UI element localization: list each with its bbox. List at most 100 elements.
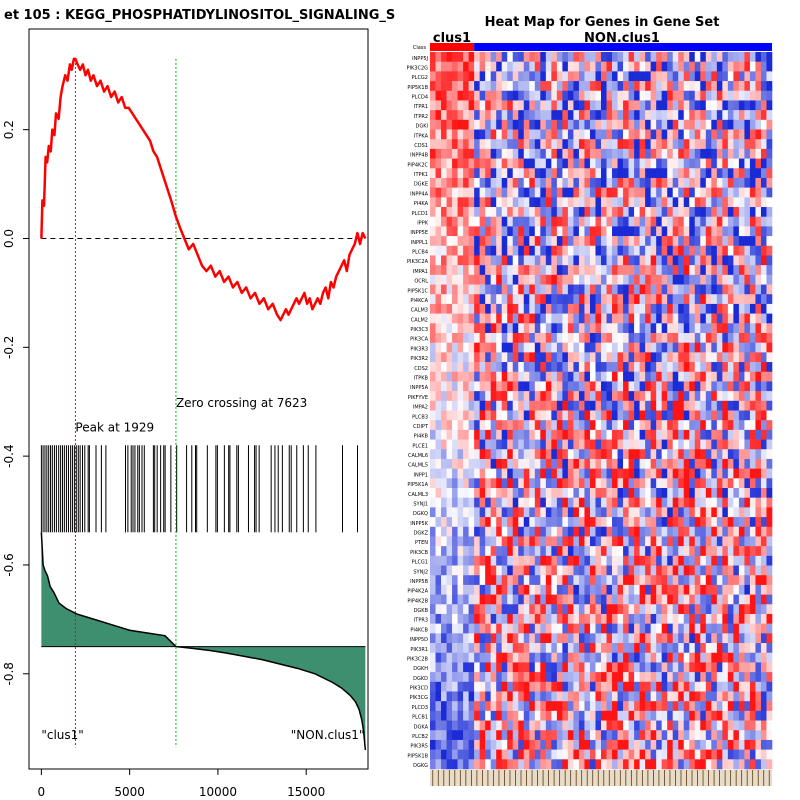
heat-cell: [457, 613, 464, 624]
heat-cell: [711, 497, 718, 508]
heat-cell: [540, 245, 547, 256]
heat-cell: [435, 623, 442, 634]
heat-cell: [601, 342, 607, 353]
heat-cell: [645, 90, 651, 101]
heat-cell: [612, 81, 618, 92]
heat-cell: [639, 633, 646, 644]
heat-cell: [573, 701, 580, 712]
heat-cell: [496, 61, 503, 72]
heat-cell: [496, 381, 503, 392]
heat-cell: [573, 555, 580, 566]
heat-cell: [623, 352, 629, 363]
heat-cell: [689, 555, 696, 566]
heat-cell: [507, 52, 514, 62]
heat-cell: [485, 294, 491, 305]
heat-cell: [490, 274, 497, 285]
heat-cell: [435, 759, 442, 770]
heat-cell: [601, 594, 607, 605]
heat-cell: [485, 352, 491, 363]
heat-cell: [623, 633, 629, 644]
heat-cell: [468, 119, 475, 130]
heat-cell: [612, 429, 618, 440]
heat-cell: [551, 207, 558, 218]
heat-cell: [661, 584, 668, 595]
heat-cell: [441, 468, 447, 479]
heat-cell: [463, 323, 469, 334]
heat-cell: [441, 187, 447, 198]
heat-cell: [606, 255, 613, 266]
heat-cell: [755, 555, 762, 566]
heat-cell: [540, 371, 547, 382]
heat-cell: [457, 720, 464, 731]
heat-cell: [507, 139, 514, 150]
heat-cell: [716, 207, 723, 218]
heat-cell: [755, 429, 762, 440]
heat-cell: [645, 71, 651, 82]
heat-cell: [529, 672, 536, 683]
heat-cell: [639, 168, 646, 179]
heat-cell: [463, 332, 469, 343]
heat-cell: [578, 245, 585, 256]
heat-cell: [667, 400, 674, 411]
heat-cell: [556, 691, 563, 702]
heat-cell: [551, 643, 558, 654]
heat-cell: [766, 265, 773, 276]
heat-cell: [523, 284, 530, 295]
heat-cell: [722, 255, 729, 266]
heat-cell: [672, 488, 679, 498]
heat-cell: [755, 245, 762, 256]
heat-cell: [722, 139, 729, 150]
heat-cell: [562, 691, 569, 702]
heat-cell: [667, 236, 674, 247]
heat-cell: [755, 342, 762, 353]
heat-cell: [485, 400, 491, 411]
heat-cell: [766, 400, 773, 411]
heat-cell: [518, 536, 525, 547]
heat-cell: [551, 749, 558, 760]
heat-cell: [446, 613, 453, 624]
heat-cell: [700, 468, 707, 479]
heat-cell: [529, 158, 536, 169]
heat-cell: [689, 720, 696, 731]
heat-cell: [463, 90, 469, 101]
heat-cell: [672, 158, 679, 169]
heat-cell: [479, 449, 486, 460]
heat-cell: [760, 420, 767, 431]
heat-cell: [650, 429, 657, 440]
heat-cell: [573, 139, 580, 150]
heat-cell: [463, 400, 469, 411]
heat-cell: [661, 381, 668, 392]
heat-cell: [689, 313, 696, 324]
heat-cell: [479, 323, 486, 334]
heat-cell: [545, 458, 552, 469]
heat-cell: [645, 681, 651, 692]
heat-cell: [667, 207, 674, 218]
heat-cell: [628, 139, 635, 150]
heat-cell: [617, 129, 624, 140]
row-label: PIP5K1B: [407, 753, 428, 759]
heat-cell: [518, 245, 525, 256]
heat-cell: [634, 110, 640, 121]
heat-cell: [634, 274, 640, 285]
heat-cell: [562, 187, 569, 198]
heat-cell: [452, 71, 458, 82]
heat-cell: [606, 749, 613, 760]
heat-cell: [650, 313, 657, 324]
heat-cell: [672, 759, 679, 770]
heat-cell: [705, 604, 712, 615]
heat-cell: [623, 274, 629, 285]
heat-cell: [700, 652, 707, 663]
heat-cell: [479, 429, 486, 440]
heat-cell: [430, 332, 436, 343]
row-label: PIK3C2B: [407, 656, 429, 662]
heat-cell: [755, 691, 762, 702]
heat-cell: [567, 284, 574, 295]
heat-cell: [722, 158, 729, 169]
heat-cell: [639, 197, 646, 208]
heat-cell: [534, 236, 541, 247]
heat-cell: [634, 536, 640, 547]
column-strip-bg: [430, 770, 772, 786]
heat-cell: [430, 352, 436, 363]
class-row-label: Class: [413, 45, 427, 51]
heat-cell: [744, 381, 751, 392]
